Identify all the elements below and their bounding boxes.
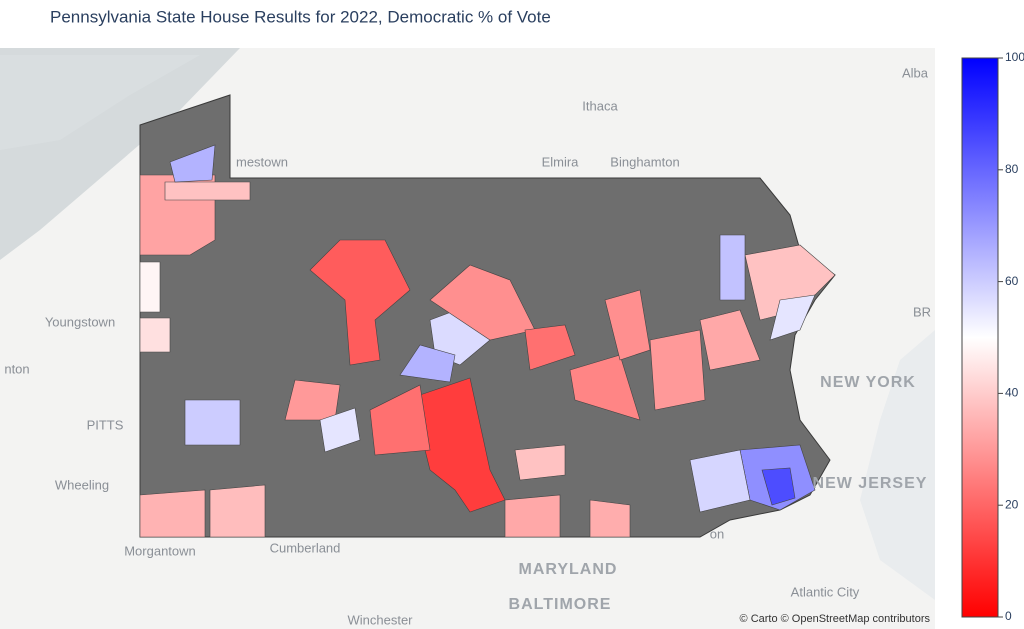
- district: [309, 239, 411, 366]
- place-label: nton: [4, 361, 29, 376]
- place-label: BALTIMORE: [509, 596, 612, 613]
- place-label: MARYLAND: [519, 561, 618, 578]
- district: [369, 384, 431, 456]
- district: [209, 484, 266, 538]
- lake-shore: [0, 55, 200, 150]
- map: Ithaca Elmira Binghamton mestown Youngstown P…: [0, 48, 935, 629]
- district: [184, 399, 241, 446]
- district: [284, 379, 341, 421]
- place-label: Morgantown: [124, 543, 196, 558]
- district: [164, 181, 251, 201]
- place-label: NEW JERSEY: [813, 475, 928, 492]
- coast: [860, 330, 935, 600]
- chart-title: Pennsylvania State House Results for 202…: [50, 7, 551, 26]
- district: [514, 444, 566, 481]
- place-label: Elmira: [542, 154, 580, 169]
- district: [569, 354, 641, 421]
- colorbar-tick-label: 0: [1005, 609, 1012, 623]
- colorbar-tick-label: 40: [1005, 386, 1019, 400]
- district: [589, 499, 631, 538]
- place-label: Wheeling: [55, 477, 109, 492]
- district: [399, 344, 456, 383]
- place-label: Winchester: [347, 612, 413, 627]
- colorbar-tick-label: 100: [1005, 50, 1024, 64]
- place-label: Alba: [902, 65, 929, 80]
- place-label: Ithaca: [582, 98, 618, 113]
- place-label: on: [710, 526, 724, 541]
- colorbar-tick-label: 20: [1005, 497, 1019, 511]
- colorbar-tick-label: 80: [1005, 162, 1019, 176]
- district: [319, 407, 361, 453]
- place-label: PITTS: [87, 417, 124, 432]
- place-label: mestown: [236, 154, 288, 169]
- place-label: Cumberland: [270, 540, 341, 555]
- district: [604, 289, 651, 361]
- place-label: BR: [913, 304, 931, 319]
- colorbar-tick-label: 60: [1005, 274, 1019, 288]
- district: [139, 317, 171, 353]
- district: [169, 144, 216, 183]
- district: [504, 494, 561, 538]
- district: [761, 467, 796, 506]
- attribution: © Carto © OpenStreetMap contributors: [740, 613, 931, 625]
- district: [139, 489, 206, 538]
- place-label: Atlantic City: [791, 584, 860, 599]
- place-label: Youngstown: [45, 314, 115, 329]
- district: [769, 294, 816, 341]
- colorbar: [961, 57, 999, 618]
- place-label: Binghamton: [610, 154, 679, 169]
- district: [649, 329, 706, 411]
- district: [429, 264, 536, 341]
- district: [699, 309, 761, 371]
- district: [524, 324, 576, 371]
- district: [719, 234, 746, 301]
- district: [744, 244, 836, 321]
- district: [139, 261, 161, 313]
- place-label: NEW YORK: [820, 374, 916, 391]
- district: [689, 449, 751, 513]
